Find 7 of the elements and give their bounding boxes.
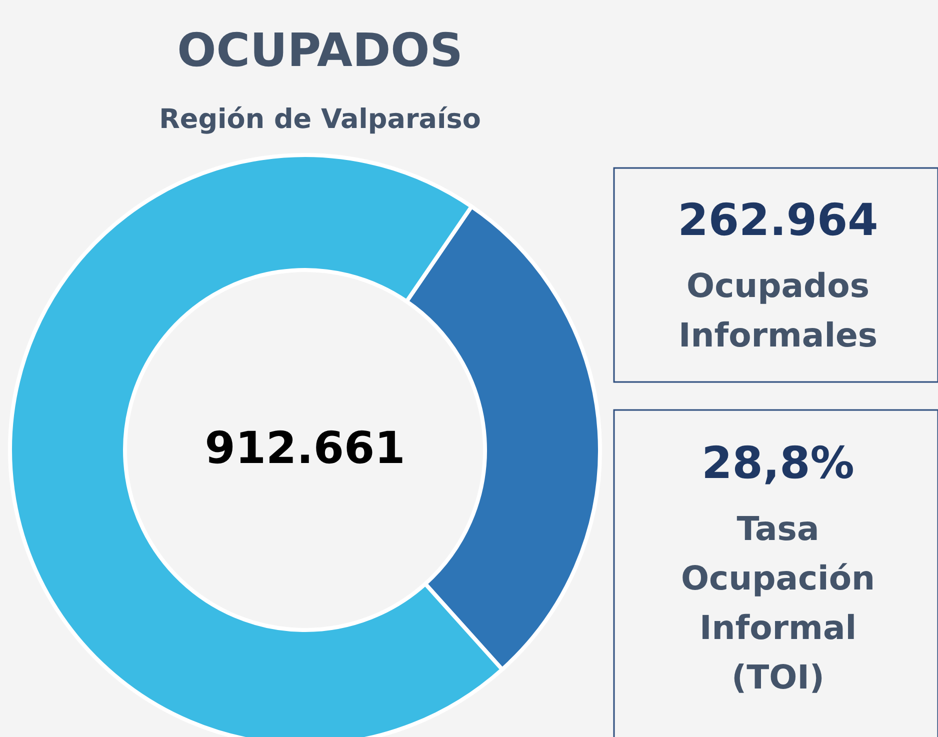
- text: Ocupados Informales: [678, 266, 878, 354]
- text: 28,8%: [702, 438, 854, 489]
- chart-title: OCUPADOS: [177, 23, 463, 77]
- text: Tasa Ocupación Informal (TOI): [680, 509, 876, 696]
- chart-subtitle: Región de Valparaíso: [159, 104, 481, 135]
- text: 912.661: [204, 423, 406, 474]
- text: 262.964: [678, 195, 878, 246]
